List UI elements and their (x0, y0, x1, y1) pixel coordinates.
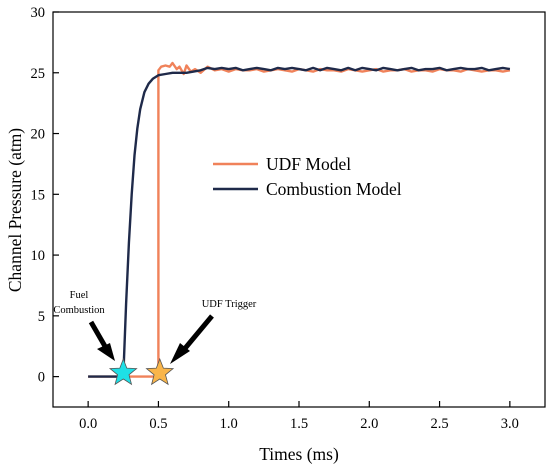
x-axis-title: Times (ms) (259, 444, 339, 464)
y-tick-label: 0 (38, 370, 45, 386)
y-tick-label: 20 (31, 127, 46, 143)
series-line-udf-model (88, 61, 511, 378)
x-tick-label: 3.0 (501, 416, 519, 432)
y-tick-label: 30 (31, 5, 46, 21)
annotation-udf-trigger: UDF Trigger (170, 299, 257, 364)
x-tick-label: 2.5 (431, 416, 449, 432)
legend: UDF Model Combustion Model (213, 154, 402, 199)
legend-label-udf-model: UDF Model (266, 154, 351, 174)
x-axis-ticks: 0.0 0.5 1.0 1.5 2.0 2.5 3.0 (79, 401, 519, 432)
annotation-fuel-combustion: Fuel Combustion (53, 290, 115, 361)
plot-frame (52, 11, 546, 408)
legend-label-combustion-model: Combustion Model (266, 179, 402, 199)
y-axis-ticks: 0 5 10 15 20 25 30 (31, 5, 59, 386)
x-tick-label: 2.0 (360, 416, 378, 432)
y-tick-label: 15 (31, 187, 46, 203)
x-tick-label: 1.0 (220, 416, 238, 432)
y-axis-title: Channel Pressure (atm) (5, 128, 25, 292)
x-tick-label: 1.5 (290, 416, 308, 432)
fuel-combustion-arrow-shaft (88, 320, 109, 350)
series-line-combustion-model (88, 66, 511, 378)
udf-trigger-label: UDF Trigger (202, 299, 257, 310)
x-tick-label: 0.0 (79, 416, 97, 432)
x-tick-label: 0.5 (149, 416, 167, 432)
y-tick-label: 25 (31, 66, 46, 82)
marker-layer (108, 357, 175, 386)
udf-trigger-arrow-shaft (180, 314, 214, 354)
y-tick-label: 10 (31, 248, 46, 264)
fuel-combustion-arrowhead (97, 343, 115, 361)
udf-trigger-arrowhead (170, 343, 190, 364)
fuel-combustion-star-marker (108, 357, 138, 386)
udf-trigger-star-marker (145, 357, 175, 386)
fuel-combustion-label-line-2: Combustion (53, 305, 105, 316)
series-layer (88, 61, 511, 378)
y-tick-label: 5 (38, 309, 45, 325)
fuel-combustion-label-line-1: Fuel (70, 290, 89, 301)
